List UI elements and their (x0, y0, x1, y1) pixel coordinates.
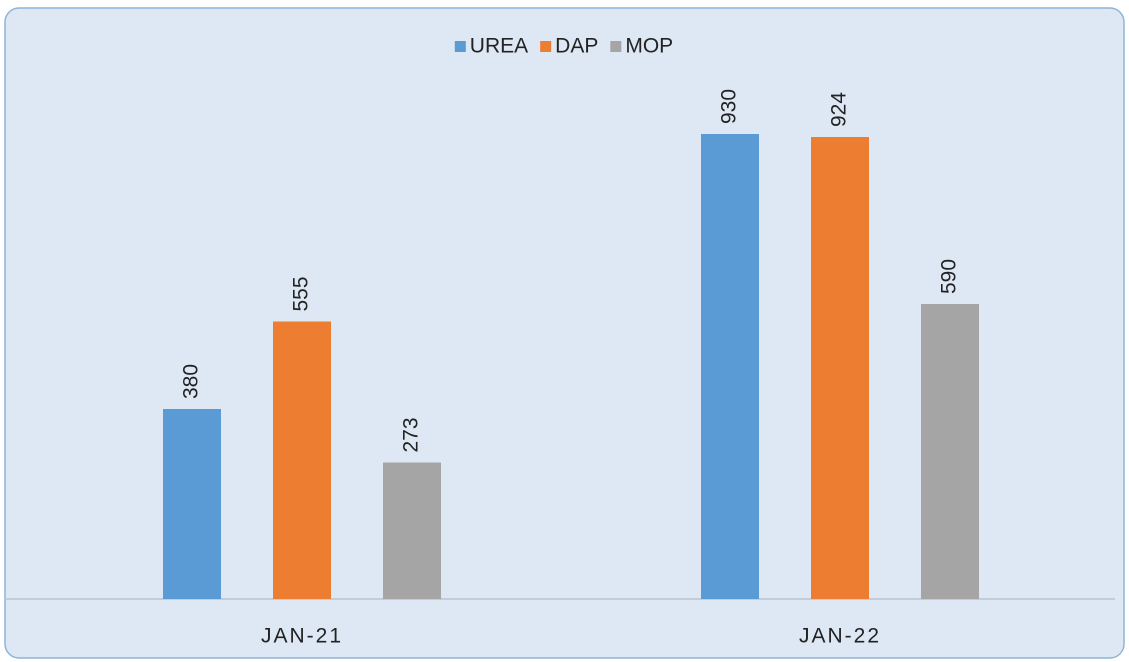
data-label: 555 (290, 276, 313, 311)
x-tick-label: JAN-22 (799, 625, 881, 648)
data-label: 380 (180, 364, 203, 399)
data-label: 590 (938, 259, 961, 294)
bar (811, 137, 869, 599)
data-label: 930 (718, 89, 741, 124)
bar (701, 134, 759, 599)
x-tick-label: JAN-21 (261, 625, 343, 648)
bar (383, 462, 441, 599)
legend-label: MOP (625, 35, 673, 58)
legend: UREA DAP MOP (454, 35, 673, 58)
bar (163, 409, 221, 599)
bar (921, 304, 979, 599)
legend-swatch (454, 41, 466, 52)
data-label: 924 (828, 92, 851, 127)
legend-swatch (540, 41, 552, 52)
legend-label: DAP (555, 35, 598, 58)
legend-swatch (610, 41, 622, 52)
bar (273, 321, 331, 599)
data-label: 273 (400, 417, 423, 452)
legend-label: UREA (470, 35, 528, 58)
